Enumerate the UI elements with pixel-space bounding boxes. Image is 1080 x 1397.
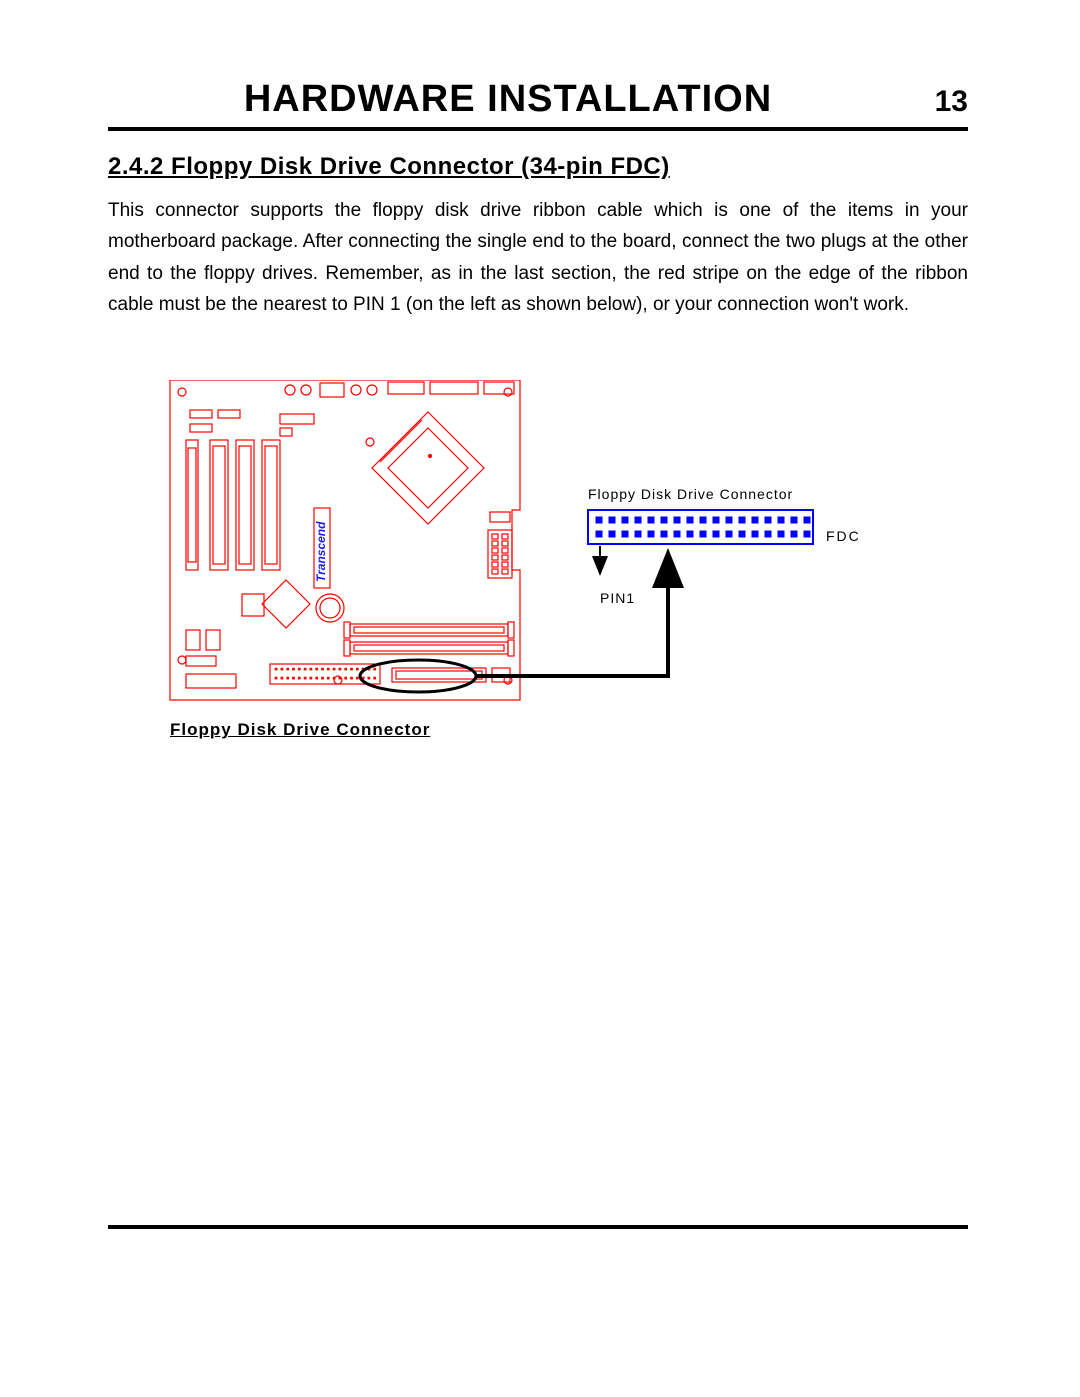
fdc-label: FDC bbox=[826, 528, 861, 544]
connector-title-label: Floppy Disk Drive Connector bbox=[588, 486, 793, 502]
svg-text:Transcend: Transcend bbox=[314, 521, 328, 582]
page-number: 13 bbox=[908, 85, 968, 119]
section-body: This connector supports the floppy disk … bbox=[108, 195, 968, 320]
pin1-label: PIN1 bbox=[600, 590, 635, 606]
footer-rule bbox=[108, 1225, 968, 1229]
chapter-title: HARDWARE INSTALLATION bbox=[108, 78, 908, 121]
motherboard-diagram-svg: Transcend bbox=[108, 380, 968, 740]
page-header: HARDWARE INSTALLATION 13 bbox=[108, 78, 968, 131]
page-content: HARDWARE INSTALLATION 13 2.4.2 Floppy Di… bbox=[108, 78, 968, 760]
section-heading: 2.4.2 Floppy Disk Drive Connector (34-pi… bbox=[108, 153, 968, 181]
diagram-caption: Floppy Disk Drive Connector bbox=[170, 720, 430, 740]
diagram: Transcend Floppy Disk Drive Connector FD… bbox=[108, 380, 968, 760]
